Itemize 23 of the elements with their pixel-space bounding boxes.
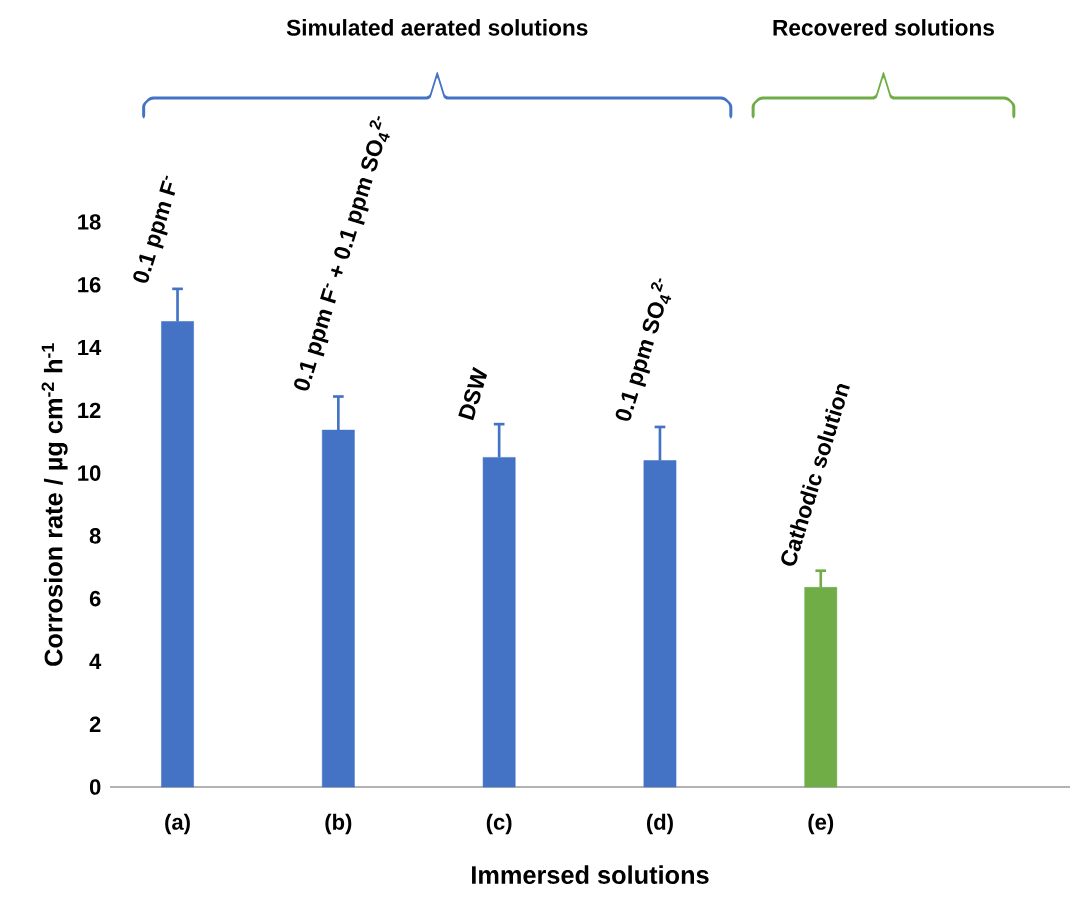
x-tick-label: (d)	[647, 813, 673, 835]
y-tick-label: 2	[89, 716, 101, 732]
x-tick-label: (e)	[808, 813, 834, 835]
text: Simulated aerated solutions	[286, 19, 588, 36]
x-tick-label: (a)	[165, 813, 190, 835]
y-tick-label: 12	[78, 402, 101, 419]
x-tick-label: (b)	[325, 813, 352, 835]
annotation: 0.1 ppm F$^{-}$ + 0.1 ppm SO$_{4}$2-	[294, 116, 390, 391]
x-tick-label: (c)	[486, 813, 512, 835]
annotation: DSW	[458, 366, 488, 421]
y-tick-label: 14	[78, 339, 102, 356]
y-tick-label: 6	[89, 590, 101, 607]
y-tick-label: 18	[78, 214, 101, 230]
text: Recovered solutions	[773, 19, 994, 36]
y-tick-label: 8	[89, 528, 101, 544]
y-tick-label: 0	[89, 779, 101, 795]
y-tick-label: 10	[78, 465, 101, 481]
y-tick-label: 4	[89, 653, 102, 670]
y-axis-title: Corrosion rate / µg cm$^{-2}$ h$^{-1}$	[41, 343, 68, 666]
x-axis-title: Immersed solutions	[472, 865, 709, 884]
y-tick-label: 16	[78, 276, 101, 293]
annotation: 0.1 ppm F$^{-}$	[133, 175, 176, 283]
annotation: 0.1 ppm SO$_{4}$2-	[615, 278, 672, 421]
